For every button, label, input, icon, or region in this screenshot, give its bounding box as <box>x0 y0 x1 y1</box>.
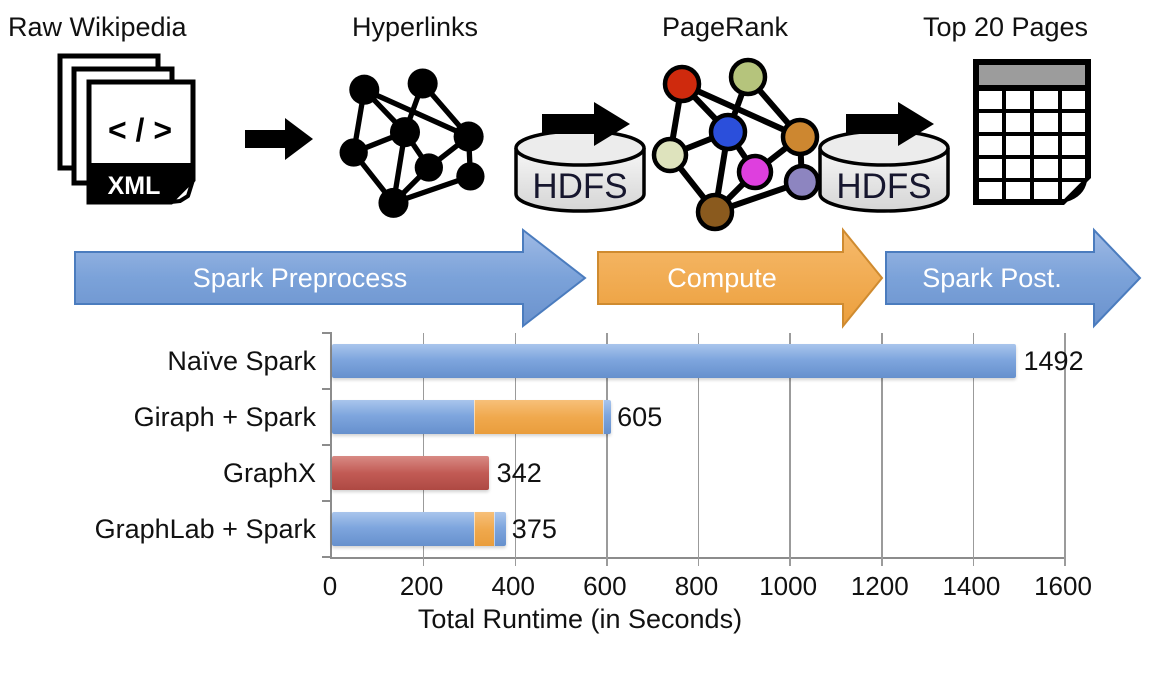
stage-label-top-20-pages: Top 20 Pages <box>922 12 1089 42</box>
gridline <box>697 333 700 566</box>
hdfs-store-left-icon: HDFS <box>514 102 646 213</box>
bar-GraphLab + Spark <box>332 512 506 546</box>
node-olive <box>728 57 768 97</box>
stage-label-raw-wikipedia: Raw Wikipedia <box>8 12 187 42</box>
bar-segment-spark <box>494 512 506 546</box>
y-tick <box>322 332 332 334</box>
hyperlinks-graph-icon <box>339 68 485 218</box>
plot-area <box>322 332 1066 566</box>
hdfs-store-right-icon: HDFS <box>818 102 950 213</box>
x-tick-label: 800 <box>674 571 719 601</box>
bar-GraphX <box>332 456 489 490</box>
x-tick-label: 1400 <box>942 571 1001 601</box>
compute-label: Compute <box>667 263 777 293</box>
pagerank-graph-icon <box>651 57 821 232</box>
x-tick-label: 1200 <box>850 571 909 601</box>
node-purple <box>783 163 821 201</box>
bar-segment-compute <box>474 400 604 434</box>
x-tick-label: 200 <box>399 571 444 601</box>
x-tick-label: 400 <box>491 571 535 601</box>
results-table-icon <box>973 59 1091 205</box>
bar-segment-spark <box>332 400 475 434</box>
y-tick <box>322 388 332 390</box>
gridline <box>606 333 608 566</box>
x-axis-title: Total Runtime (in Seconds) <box>417 604 743 634</box>
node-blue <box>708 112 748 152</box>
value-label: 342 <box>496 458 542 488</box>
spark-post-arrow <box>885 227 1142 329</box>
spark-preprocess-label: Spark Preprocess <box>193 263 408 293</box>
value-label: 1492 <box>1023 346 1084 376</box>
x-tick-label: 0 <box>322 571 338 601</box>
node-brown <box>695 192 735 232</box>
node-magenta <box>736 153 774 191</box>
bar-Naïve Spark <box>332 344 1016 378</box>
category-label: Giraph + Spark <box>133 401 316 432</box>
y-tick <box>322 500 332 502</box>
gridline <box>881 333 883 566</box>
gridline <box>1064 333 1066 566</box>
value-label: 375 <box>511 514 557 544</box>
compute-arrow <box>597 227 884 329</box>
gridline <box>972 333 975 566</box>
spark-post-label: Spark Post. <box>922 263 1062 293</box>
gridline <box>514 333 516 566</box>
bar-segment-graphx <box>332 456 489 490</box>
y-tick <box>322 556 332 558</box>
node-orange <box>780 117 820 157</box>
bar-segment-spark <box>603 400 612 434</box>
xml-files-icon: < / > XML <box>57 53 196 205</box>
gridline <box>422 333 425 566</box>
category-label: GraphLab + Spark <box>94 513 316 544</box>
y-tick <box>322 444 332 446</box>
xml-badge-text: XML <box>108 172 161 200</box>
arrow-right-icon <box>245 118 313 160</box>
category-label: GraphX <box>222 457 316 488</box>
x-tick-label: 1000 <box>759 571 818 601</box>
node-red <box>662 64 702 104</box>
category-labels: Naïve Spark Giraph + Spark GraphX GraphLab … <box>0 333 318 557</box>
bar-segment-spark <box>332 344 1016 378</box>
x-tick-label: 600 <box>583 571 627 601</box>
bar-segment-compute <box>474 512 495 546</box>
x-tick-label: 1600 <box>1034 571 1092 601</box>
pipeline-banner: Spark Preprocess Compute Spark Post. <box>74 227 1142 329</box>
runtime-chart: Naïve Spark Giraph + Spark GraphX GraphLab … <box>0 332 1156 677</box>
ticks-and-values: 0 200 400 600 800 1000 1200 1400 1600 1492 605 342 3… <box>323 333 1156 601</box>
node-pale-green <box>651 136 689 174</box>
bar-segment-spark <box>332 512 475 546</box>
code-glyph-text: < / > <box>108 112 172 148</box>
stage-label-pagerank: PageRank <box>661 12 789 42</box>
gridline <box>789 333 791 566</box>
value-label: 605 <box>617 402 663 432</box>
hdfs-right-label: HDFS <box>836 167 931 206</box>
category-label: Naïve Spark <box>167 345 316 376</box>
stage-label-hyperlinks: Hyperlinks <box>351 12 479 42</box>
spark-preprocess-arrow <box>74 227 587 329</box>
bar-Giraph + Spark <box>332 400 612 434</box>
hdfs-left-label: HDFS <box>532 167 627 206</box>
